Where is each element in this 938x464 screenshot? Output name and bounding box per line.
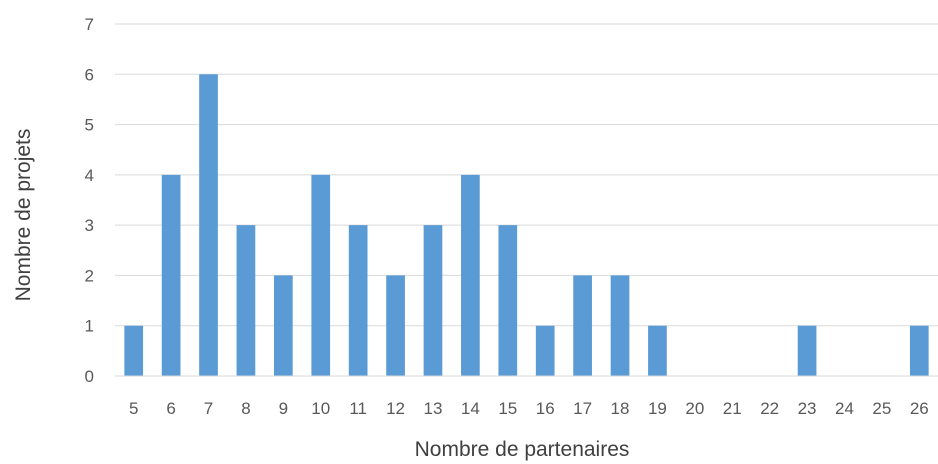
bar-12	[386, 275, 405, 376]
y-tick-label: 6	[85, 65, 94, 84]
y-tick-label: 4	[85, 166, 94, 185]
bar-5	[124, 325, 144, 376]
bar-11	[348, 225, 368, 376]
bar-10	[311, 174, 331, 376]
x-tick-label: 6	[166, 399, 175, 418]
x-tick-label: 20	[685, 399, 704, 418]
bar-18	[610, 275, 630, 376]
bar-17	[573, 275, 592, 376]
bar-13	[423, 225, 443, 376]
x-axis-title: Nombre de partenaires	[415, 438, 630, 461]
bar-23	[797, 325, 817, 376]
bar-15	[498, 225, 518, 376]
bar-9	[273, 275, 293, 376]
x-tick-label: 9	[279, 399, 288, 418]
y-tick-label: 1	[85, 317, 94, 336]
y-axis-title: Nombre de projets	[12, 129, 35, 302]
bar-14	[461, 174, 480, 376]
x-tick-label: 11	[349, 399, 367, 418]
bar-7	[199, 74, 218, 377]
x-tick-label: 7	[204, 399, 213, 418]
bar-19	[648, 325, 667, 376]
x-tick-label: 15	[498, 399, 517, 418]
y-tick-label: 7	[85, 15, 94, 34]
x-tick-label: 19	[648, 399, 667, 418]
x-tick-labels: 5 6 7 8 9 10 11 12 13 14 15 16 17 18 19 20 21 22 23 24 25 26	[129, 399, 929, 418]
x-tick-label: 23	[798, 399, 817, 418]
bars	[124, 74, 929, 377]
y-tick-label: 3	[85, 216, 94, 235]
y-tick-label: 5	[85, 116, 94, 135]
x-tick-label: 16	[536, 399, 555, 418]
x-tick-label: 22	[760, 399, 779, 418]
x-tick-label: 26	[910, 399, 929, 418]
bar-8	[236, 225, 256, 376]
x-tick-label: 5	[129, 399, 138, 418]
x-tick-label: 24	[835, 399, 854, 418]
x-tick-label: 10	[311, 399, 330, 418]
x-tick-label: 21	[723, 399, 742, 418]
x-tick-label: 13	[424, 399, 443, 418]
bar-6	[161, 174, 181, 376]
y-tick-label: 0	[85, 367, 94, 386]
x-tick-label: 12	[386, 399, 405, 418]
x-tick-label: 25	[872, 399, 891, 418]
x-tick-label: 18	[611, 399, 630, 418]
y-tick-labels: 0 1 2 3 4 5 6 7	[85, 15, 94, 386]
bar-16	[535, 325, 555, 376]
y-tick-label: 2	[85, 266, 94, 285]
x-tick-label: 14	[461, 399, 480, 418]
x-tick-label: 17	[573, 399, 592, 418]
bar-26	[909, 325, 929, 376]
x-tick-label: 8	[241, 399, 250, 418]
